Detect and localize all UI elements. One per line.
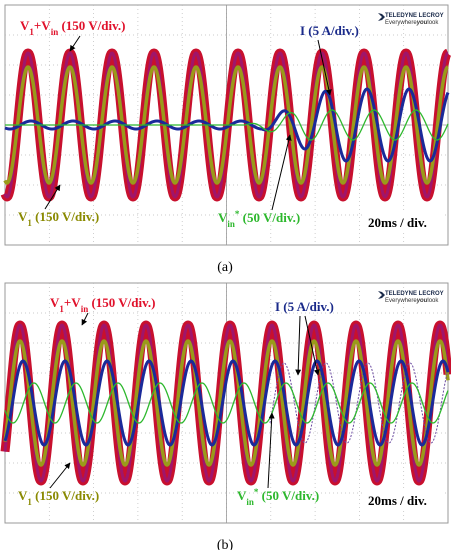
label-part: in [246, 497, 254, 507]
arrow [81, 312, 89, 326]
arrow [69, 35, 81, 52]
waveform-label: V1+Vin (150 V/div.) [50, 295, 156, 314]
waveform-label: V1 (150 V/div.) [18, 488, 99, 507]
label-part: V [50, 295, 60, 310]
current-wave [3, 359, 450, 447]
current-wave [4, 87, 450, 163]
arrow [44, 184, 61, 210]
label-part: in [227, 219, 235, 229]
panel-caption: (b) [217, 538, 234, 550]
v1-wave [3, 65, 450, 185]
logo-icon [378, 13, 385, 21]
label-part: in [51, 27, 59, 37]
waveform-label: V1+Vin (150 V/div.) [20, 18, 126, 37]
label-part: (50 V/div.) [258, 488, 319, 503]
label-part: 1 [27, 497, 32, 507]
label-part: (150 V/div.) [58, 18, 125, 33]
logo-slogan: Everywhereyoulook [385, 298, 439, 304]
waveform-label: V1 (150 V/div.) [18, 209, 99, 228]
v1-wave [3, 339, 450, 467]
slogan-part: you [416, 20, 428, 26]
waveform-label: I (5 A/div.) [275, 299, 334, 314]
vin-ref-wave [4, 382, 449, 424]
label-part: in [81, 304, 89, 314]
label-part: (150 V/div.) [88, 295, 155, 310]
timebase-label: 20ms / div. [368, 493, 427, 508]
logo-icon [378, 291, 385, 299]
label-part: +V [64, 295, 81, 310]
label-part: * [254, 487, 259, 497]
slogan-part: you [416, 298, 428, 304]
label-part: V [218, 210, 228, 225]
slogan-part: Everywhere [385, 20, 417, 26]
arrow [304, 315, 320, 376]
label-part: 1 [29, 27, 34, 37]
arrow [271, 134, 292, 211]
label-part: (150 V/div.) [32, 488, 99, 503]
arrow [295, 315, 302, 376]
label-part: 1 [59, 304, 64, 314]
panel-caption: (a) [217, 260, 233, 275]
slogan-part: Everywhere [385, 298, 417, 304]
arrow [49, 462, 71, 489]
label-part: * [235, 209, 240, 219]
timebase-bg [365, 212, 443, 232]
label-part: (150 V/div.) [32, 209, 99, 224]
logo-slogan: Everywhereyoulook [385, 20, 439, 26]
waveform-label: Vin* (50 V/div.) [237, 487, 319, 507]
label-part: +V [34, 18, 51, 33]
logo-brand: TELEDYNE LECROY [385, 291, 444, 297]
vin-ref-wave [4, 109, 449, 141]
slogan-part: look [427, 298, 439, 304]
timebase-label: 20ms / div. [368, 215, 427, 230]
label-part: V [18, 209, 28, 224]
arrow [317, 39, 332, 96]
label-part: (50 V/div.) [239, 210, 300, 225]
label-part: V [18, 488, 28, 503]
label-part: V [20, 18, 30, 33]
waveform-label: Vin* (50 V/div.) [218, 209, 300, 229]
slogan-part: look [427, 20, 439, 26]
label-part: 1 [27, 218, 32, 228]
timebase-bg [365, 490, 443, 510]
arrow [267, 412, 275, 489]
v1-vin-wave-core [3, 323, 450, 483]
logo-brand: TELEDYNE LECROY [385, 13, 444, 19]
label-part: V [237, 488, 247, 503]
waveform-label: I (5 A/div.) [300, 23, 359, 38]
